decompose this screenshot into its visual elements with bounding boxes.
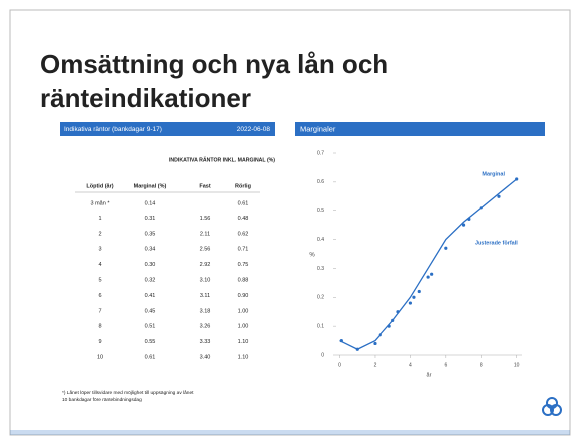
x-tick-label: 10 (514, 362, 520, 368)
table-cell: 1.56 (200, 216, 211, 222)
point (444, 246, 448, 250)
table-cell: 0.88 (238, 277, 249, 283)
series-line (339, 178, 518, 350)
table-header-bar (60, 122, 275, 136)
table-cell: 0.61 (145, 354, 156, 360)
table-cell: 0.41 (145, 293, 156, 299)
table-cell: 2.56 (200, 247, 211, 253)
y-tick-label: 0.6 (317, 179, 324, 185)
y-tick-label: 0.1 (317, 323, 324, 329)
table-cell: 0.30 (145, 262, 156, 268)
column-header: Fast (199, 183, 210, 189)
table-cell: 0.34 (145, 247, 156, 253)
table-cell: 6 (98, 293, 101, 299)
slide-frame (9, 9, 571, 436)
table-cell: 2.92 (200, 262, 211, 268)
x-tick-label: 2 (374, 362, 377, 368)
table-cell: 0.61 (238, 200, 249, 206)
point (479, 206, 483, 210)
table-cell: 1 (98, 216, 101, 222)
table-cell: 0.14 (145, 200, 156, 206)
column-header: Löptid (år) (86, 182, 113, 189)
table-cell: 0.90 (238, 293, 249, 299)
table-cell: 9 (98, 339, 101, 345)
table-cell: 0.48 (238, 216, 249, 222)
table-cell: 3 mån * (91, 199, 111, 206)
table-cell: 7 (98, 308, 101, 314)
table-cell: 0.51 (145, 324, 156, 330)
table-cell: 0.75 (238, 262, 249, 268)
point (497, 194, 501, 198)
table-cell: 1.00 (238, 308, 249, 314)
y-tick-label: 0.7 (317, 150, 324, 156)
point (378, 333, 382, 337)
x-tick-label: 6 (444, 362, 447, 368)
table-cell: 3.18 (200, 308, 211, 314)
slide-title: Omsättning och nya lån och ränteindikatio… (40, 49, 388, 113)
column-header: Rörlig (235, 183, 251, 189)
table-cell: 0.62 (238, 231, 249, 237)
x-tick-label: 0 (338, 362, 341, 368)
y-tick-label: 0 (321, 352, 324, 358)
logo (542, 397, 562, 416)
point (408, 301, 412, 305)
y-axis-label: % (309, 253, 315, 259)
table-cell: 0.31 (145, 216, 156, 222)
table-footnote: *) Lånet löper tillsvidare med möjlighet… (62, 389, 194, 403)
table-cell: 0.45 (145, 308, 156, 314)
table-cell: 2 (98, 231, 101, 237)
point (373, 341, 377, 346)
table-cell: 3.40 (200, 354, 211, 360)
table-cell: 2.11 (200, 231, 210, 237)
point (355, 347, 359, 351)
x-tick-label: 8 (480, 362, 483, 368)
point (387, 324, 391, 328)
point (391, 318, 395, 322)
table-cell: 3.33 (200, 339, 211, 345)
y-tick-label: 0.4 (317, 237, 324, 243)
point (430, 272, 434, 276)
y-tick-label: 0.5 (317, 208, 324, 214)
table-group-header: INDIKATIVA RÄNTOR INKL. MARGINAL (%) (169, 156, 275, 163)
table-cell: 8 (98, 324, 101, 330)
table-date: 2022-06-08 (237, 126, 271, 133)
point (339, 338, 343, 343)
table-cell: 0.35 (145, 231, 156, 237)
table-cell: 3.11 (200, 293, 210, 299)
table-cell: 0.55 (145, 339, 156, 345)
y-tick-label: 0.3 (317, 266, 324, 272)
footer-bar (10, 430, 570, 435)
table-cell: 1.00 (238, 324, 249, 330)
table-cell: 5 (98, 277, 101, 283)
chart-header-bar (295, 122, 545, 136)
table-heading: Indikativa räntor (bankdagar 9-17) (64, 126, 162, 133)
table-cell: 0.71 (238, 247, 249, 253)
table-cell: 3.10 (200, 277, 211, 283)
point (426, 275, 430, 279)
point (417, 289, 421, 294)
chart-title: Marginaler (300, 124, 336, 133)
table-cell: 3 (98, 247, 101, 253)
table-cell: 1.10 (238, 339, 249, 345)
table-cell: 1.10 (238, 354, 249, 360)
table-cell: 3.26 (200, 324, 211, 330)
point (467, 217, 471, 221)
point (412, 295, 416, 299)
point (461, 223, 466, 227)
series-label: Marginal (482, 171, 505, 177)
x-tick-label: 4 (409, 362, 412, 368)
column-header: Marginal (%) (134, 183, 167, 189)
series-label: Justerade förfall (475, 240, 518, 246)
y-tick-label: 0.2 (317, 295, 324, 301)
point (515, 177, 519, 181)
x-axis-label: år (427, 371, 432, 378)
table-cell: 10 (97, 354, 103, 360)
table-cell: 4 (98, 262, 101, 268)
point (396, 310, 400, 314)
table-cell: 0.32 (145, 277, 156, 283)
